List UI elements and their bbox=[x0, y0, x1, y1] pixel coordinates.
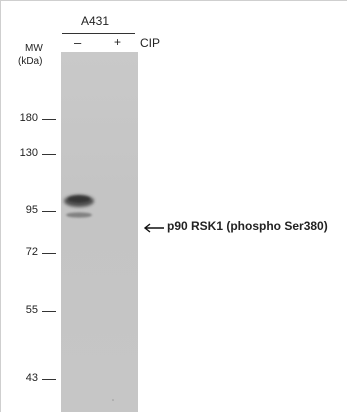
mw-marker-180: 180 bbox=[0, 113, 56, 125]
mw-marker-label: 43 bbox=[25, 372, 38, 384]
band-lower-lane1 bbox=[66, 212, 92, 218]
blot-speck bbox=[112, 399, 114, 401]
mw-axis-unit: (kDa) bbox=[18, 56, 43, 67]
mw-marker-tick bbox=[42, 311, 56, 312]
frame-left-line bbox=[0, 0, 1, 412]
mw-marker-95: 95 bbox=[0, 205, 56, 217]
mw-axis-title: MW bbox=[25, 43, 43, 54]
band-upper-core-lane1 bbox=[68, 195, 90, 203]
cell-line-underline bbox=[62, 33, 135, 34]
mw-marker-label: 180 bbox=[19, 112, 38, 124]
mw-marker-label: 95 bbox=[25, 204, 38, 216]
mw-marker-tick bbox=[42, 154, 56, 155]
mw-marker-tick bbox=[42, 379, 56, 380]
mw-marker-label: 55 bbox=[25, 304, 38, 316]
lane-label-untreated: – bbox=[74, 35, 82, 50]
blot-image bbox=[64, 195, 114, 401]
band-annotation-label: p90 RSK1 (phospho Ser380) bbox=[167, 219, 328, 233]
cell-line-label: A431 bbox=[81, 14, 110, 28]
mw-marker-label: 72 bbox=[25, 246, 38, 258]
left-arrow-icon bbox=[143, 223, 164, 233]
treatment-label: CIP bbox=[140, 36, 161, 50]
lane-label-treated: + bbox=[114, 35, 122, 49]
mw-marker-tick bbox=[42, 253, 56, 254]
mw-marker-55: 55 bbox=[0, 305, 56, 317]
blot-membrane bbox=[61, 52, 138, 412]
mw-marker-tick bbox=[42, 119, 56, 120]
mw-marker-tick bbox=[42, 211, 56, 212]
mw-marker-label: 130 bbox=[19, 147, 38, 159]
mw-marker-72: 72 bbox=[0, 247, 56, 259]
mw-marker-43: 43 bbox=[0, 373, 56, 385]
mw-marker-130: 130 bbox=[0, 148, 56, 160]
frame-top-line bbox=[0, 0, 347, 1]
